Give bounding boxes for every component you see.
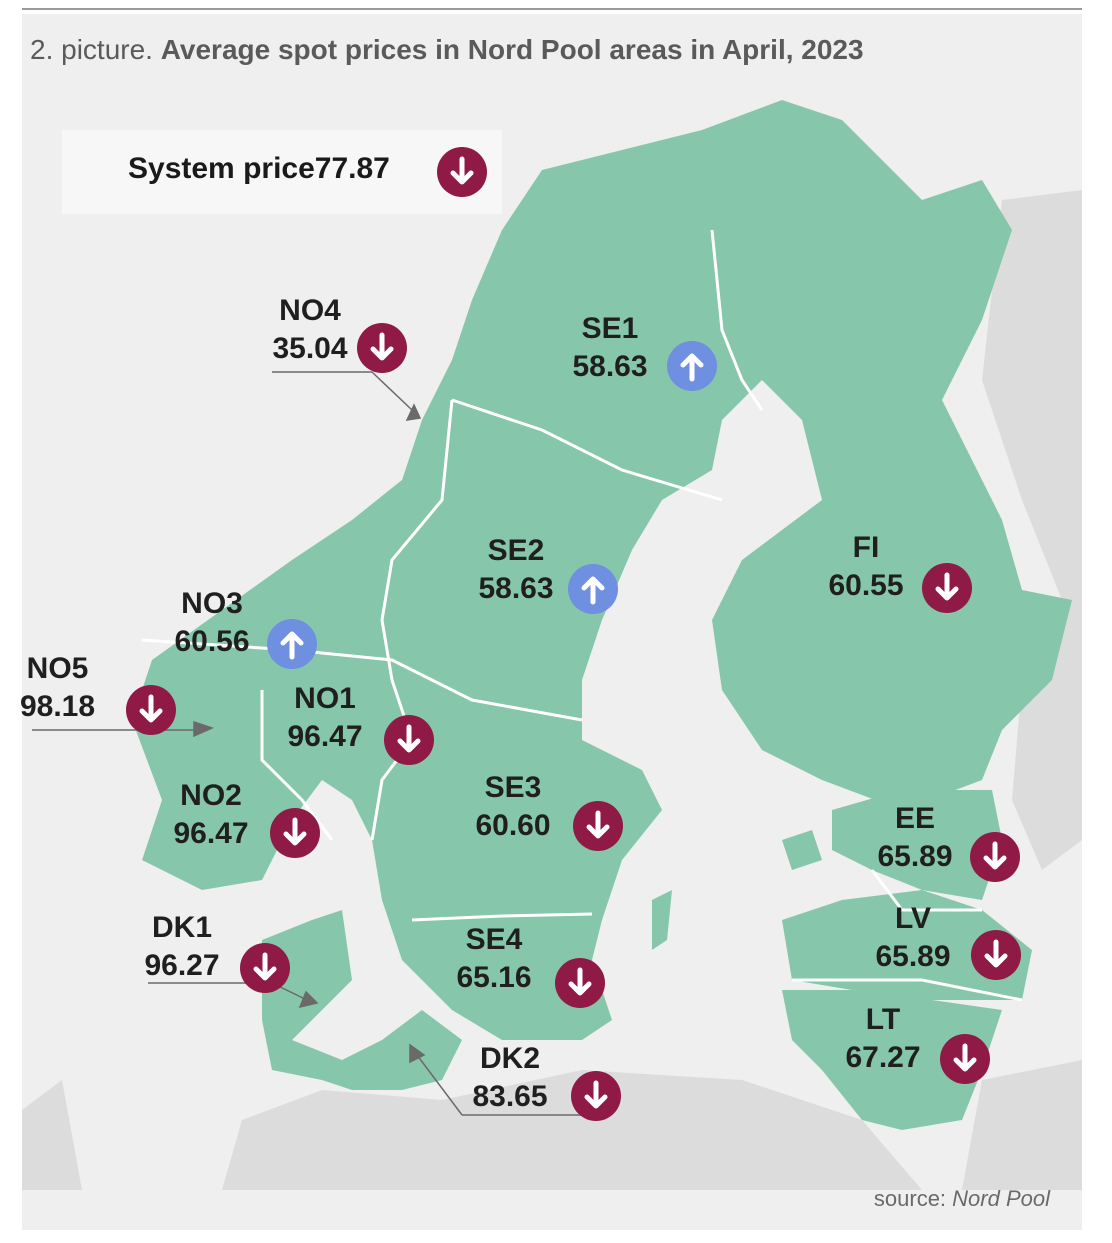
land-uk bbox=[22, 1080, 82, 1190]
se1-up-icon bbox=[667, 341, 717, 391]
label-no2: NO2 96.47 bbox=[151, 777, 271, 853]
label-dk2: DK2 83.65 bbox=[450, 1040, 570, 1116]
area-value: 65.89 bbox=[875, 940, 951, 973]
land-germany-poland bbox=[222, 1070, 922, 1190]
pointer-arrows bbox=[32, 371, 582, 1116]
area-latvia bbox=[782, 890, 1032, 1000]
area-value: 58.63 bbox=[478, 572, 554, 605]
area-name: NO1 bbox=[294, 682, 356, 715]
system-price-box bbox=[62, 130, 502, 214]
area-name: DK1 bbox=[151, 911, 212, 944]
area-value: 83.65 bbox=[472, 1080, 548, 1113]
area-name: SE2 bbox=[487, 534, 545, 567]
se4-down-icon bbox=[555, 958, 605, 1008]
area-name: LV bbox=[894, 902, 932, 935]
label-se1: SE1 58.63 bbox=[550, 310, 670, 386]
label-no1: NO1 96.47 bbox=[265, 680, 385, 756]
area-name: DK2 bbox=[479, 1042, 540, 1075]
lt-down-icon bbox=[940, 1034, 990, 1084]
area-value: 98.18 bbox=[19, 690, 96, 723]
area-value: 60.55 bbox=[828, 569, 904, 602]
land-russia bbox=[982, 190, 1082, 870]
area-value: 65.89 bbox=[877, 840, 953, 873]
label-se4: SE4 65.16 bbox=[434, 921, 554, 997]
label-lt: LT 67.27 bbox=[823, 1001, 943, 1077]
source-name: Nord Pool bbox=[952, 1186, 1050, 1211]
ee-down-icon bbox=[970, 832, 1020, 882]
area-lithuania bbox=[782, 990, 1002, 1130]
title-prefix: 2. picture. bbox=[30, 34, 161, 65]
system-price-text: System price bbox=[128, 152, 315, 185]
label-se2: SE2 58.63 bbox=[456, 532, 576, 608]
top-rule bbox=[22, 8, 1082, 10]
area-borders bbox=[141, 229, 1023, 1002]
area-name: NO5 bbox=[26, 652, 89, 685]
area-name: LT bbox=[865, 1003, 901, 1036]
area-name: NO4 bbox=[279, 294, 341, 327]
se3-down-icon bbox=[573, 801, 623, 851]
area-name: NO2 bbox=[180, 779, 242, 812]
fi-down-icon bbox=[922, 563, 972, 613]
source-prefix: source: bbox=[873, 1186, 953, 1211]
figure-title: 2. picture. Average spot prices in Nord … bbox=[30, 34, 864, 66]
area-value: 67.27 bbox=[845, 1041, 921, 1074]
no2-down-icon bbox=[270, 808, 320, 858]
area-value: 35.04 bbox=[272, 332, 348, 365]
area-denmark bbox=[262, 910, 462, 1090]
no4-down-icon bbox=[357, 323, 407, 373]
system-price-label: System price77.87 bbox=[128, 152, 390, 186]
label-dk1: DK1 96.27 bbox=[122, 909, 242, 985]
island-saaremaa bbox=[782, 830, 822, 870]
no3-up-icon bbox=[267, 619, 317, 669]
label-ee: EE 65.89 bbox=[855, 800, 975, 876]
area-value: 60.60 bbox=[475, 809, 551, 842]
island-gotland bbox=[652, 890, 672, 950]
area-value: 96.27 bbox=[144, 949, 220, 982]
area-name: NO3 bbox=[181, 587, 243, 620]
title-main: Average spot prices in Nord Pool areas i… bbox=[160, 34, 864, 65]
no1-down-icon bbox=[384, 715, 434, 765]
source-note: source: Nord Pool bbox=[874, 1186, 1050, 1212]
label-no3: NO3 60.56 bbox=[152, 585, 272, 661]
label-lv: LV 65.89 bbox=[853, 900, 973, 976]
area-name: SE3 bbox=[484, 771, 542, 804]
se2-up-icon bbox=[568, 564, 618, 614]
area-estonia bbox=[832, 790, 1002, 900]
area-value: 65.16 bbox=[456, 961, 532, 994]
area-value: 58.63 bbox=[572, 350, 648, 383]
area-name: FI bbox=[852, 531, 880, 564]
dk2-down-icon bbox=[571, 1071, 621, 1121]
area-value: 60.56 bbox=[174, 625, 250, 658]
label-fi: FI 60.55 bbox=[806, 529, 926, 605]
system-price-value: 77.87 bbox=[314, 152, 390, 185]
no5-down-icon bbox=[126, 685, 176, 735]
label-se3: SE3 60.60 bbox=[453, 769, 573, 845]
area-name: EE bbox=[894, 802, 936, 835]
land-belarus bbox=[962, 1060, 1082, 1190]
dk1-down-icon bbox=[240, 943, 290, 993]
area-value: 96.47 bbox=[287, 720, 363, 753]
area-value: 96.47 bbox=[173, 817, 249, 850]
area-name: SE4 bbox=[465, 923, 523, 956]
system-price-down-icon bbox=[437, 147, 487, 197]
area-name: SE1 bbox=[581, 312, 639, 345]
lv-down-icon bbox=[971, 930, 1021, 980]
label-no5: NO5 98.18 bbox=[0, 650, 115, 726]
label-no4: NO4 35.04 bbox=[250, 292, 370, 368]
